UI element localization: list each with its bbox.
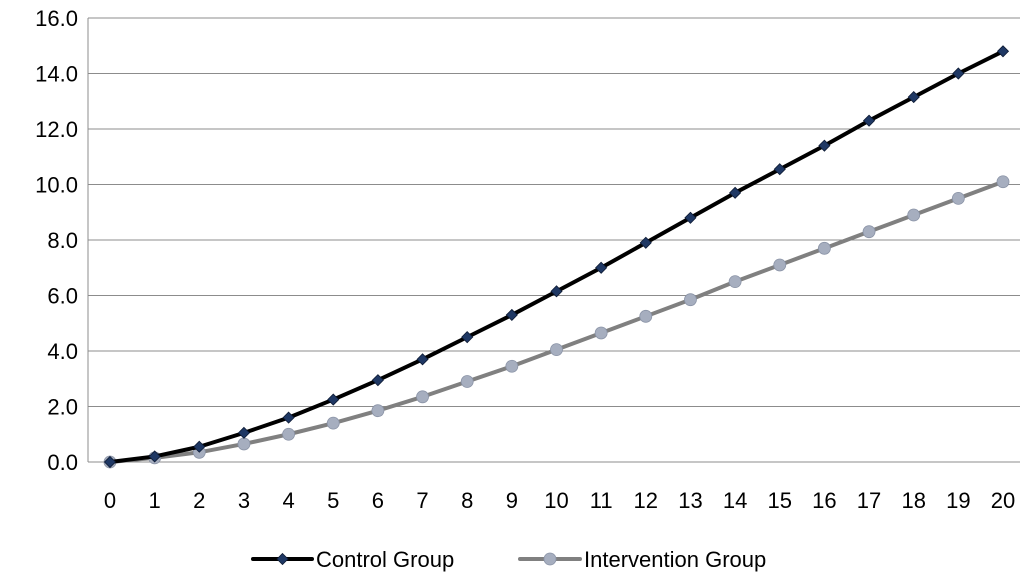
control-group-line: [108, 49, 1005, 464]
y-tick-label: 12.0: [35, 117, 78, 142]
control-group-point: [952, 67, 965, 80]
control-group-point: [505, 308, 518, 321]
intervention-group-point: [505, 359, 519, 373]
intervention-group-point: [951, 191, 965, 205]
x-tick-label: 14: [723, 488, 747, 513]
intervention-group-point: [416, 390, 429, 404]
intervention-group-point: [550, 343, 563, 357]
legend-label: Intervention Group: [584, 547, 766, 572]
control-group-point: [282, 411, 295, 424]
control-group-point: [862, 114, 876, 127]
intervention-group-point: [237, 437, 251, 451]
control-group-point: [416, 353, 429, 366]
control-group-point: [639, 236, 652, 249]
legend-swatch-marker: [276, 552, 289, 566]
x-tick-label: 4: [282, 488, 294, 513]
x-tick-label: 7: [416, 488, 428, 513]
y-tick-label: 8.0: [47, 228, 78, 253]
control-group-point: [996, 45, 1010, 58]
intervention-group-point: [326, 416, 340, 430]
legend-swatch-marker: [543, 552, 557, 566]
legend-label: Control Group: [316, 547, 454, 572]
x-tick-label: 18: [901, 488, 925, 513]
y-tick-label: 4.0: [47, 339, 78, 364]
intervention-group-point: [282, 427, 296, 441]
x-tick-label: 3: [238, 488, 250, 513]
intervention-group-point: [460, 375, 474, 388]
x-tick-label: 13: [678, 488, 702, 513]
axes: [87, 18, 1020, 463]
y-tick-label: 14.0: [35, 62, 78, 87]
intervention-group-point: [728, 275, 742, 289]
x-tick-label: 11: [590, 488, 613, 513]
x-tick-label: 12: [634, 488, 658, 513]
control-group-point: [103, 455, 117, 469]
control-group-point: [461, 331, 474, 344]
intervention-group-point: [639, 309, 653, 323]
control-group-point: [773, 163, 786, 176]
x-tick-label: 16: [812, 488, 836, 513]
control-group-point: [371, 374, 384, 387]
x-tick-label: 0: [104, 488, 116, 513]
intervention-group-line: [108, 179, 1005, 464]
x-tick-labels: 0 1 2 3 4 5 6 7 8 9 10 11 12 13 14 15 16 17 18 19 20: [104, 488, 1015, 513]
intervention-group-point: [371, 404, 385, 418]
x-tick-label: 15: [768, 488, 792, 513]
y-tick-label: 6.0: [47, 284, 78, 309]
intervention-group-series: [103, 175, 1010, 469]
control-group-point: [818, 139, 831, 152]
intervention-group-point: [996, 175, 1010, 189]
x-tick-label: 2: [193, 488, 205, 513]
control-group-point: [729, 186, 742, 199]
x-tick-label: 6: [372, 488, 384, 513]
x-tick-label: 8: [461, 488, 473, 513]
x-tick-label: 17: [857, 488, 881, 513]
control-group-point: [237, 426, 251, 439]
control-group-point: [327, 393, 340, 406]
intervention-group-point: [773, 258, 787, 272]
y-tick-label: 16.0: [35, 6, 78, 31]
x-tick-label: 19: [946, 488, 970, 513]
grid-lines: [88, 17, 1020, 407]
control-group-point: [550, 285, 563, 298]
control-group-point: [907, 91, 920, 104]
control-group-point: [193, 440, 206, 453]
legend-item-intervention-group: Intervention Group: [518, 547, 766, 572]
series-lines: [103, 45, 1010, 469]
x-tick-label: 1: [149, 488, 161, 513]
intervention-group-point: [818, 241, 831, 255]
y-tick-label: 0.0: [47, 450, 78, 475]
y-tick-labels: 0.0 2.0 4.0 6.0 8.0 10.0 12.0 14.0 16.0: [35, 6, 78, 475]
x-tick-label: 5: [327, 488, 339, 513]
y-tick-label: 2.0: [47, 395, 78, 420]
x-tick-label: 10: [544, 488, 568, 513]
intervention-group-point: [684, 293, 697, 307]
control-group-series: [103, 45, 1010, 469]
control-group-point: [684, 211, 697, 224]
control-group-point: [595, 261, 608, 274]
intervention-group-point: [907, 208, 921, 222]
y-tick-label: 10.0: [35, 173, 78, 198]
intervention-group-point: [862, 225, 876, 239]
x-tick-label: 9: [506, 488, 518, 513]
control-group-point: [148, 450, 161, 463]
legend: Control Group Intervention Group: [251, 547, 766, 572]
x-tick-label: 20: [991, 488, 1015, 513]
intervention-group-point: [594, 326, 608, 340]
legend-item-control-group: Control Group: [251, 547, 454, 572]
